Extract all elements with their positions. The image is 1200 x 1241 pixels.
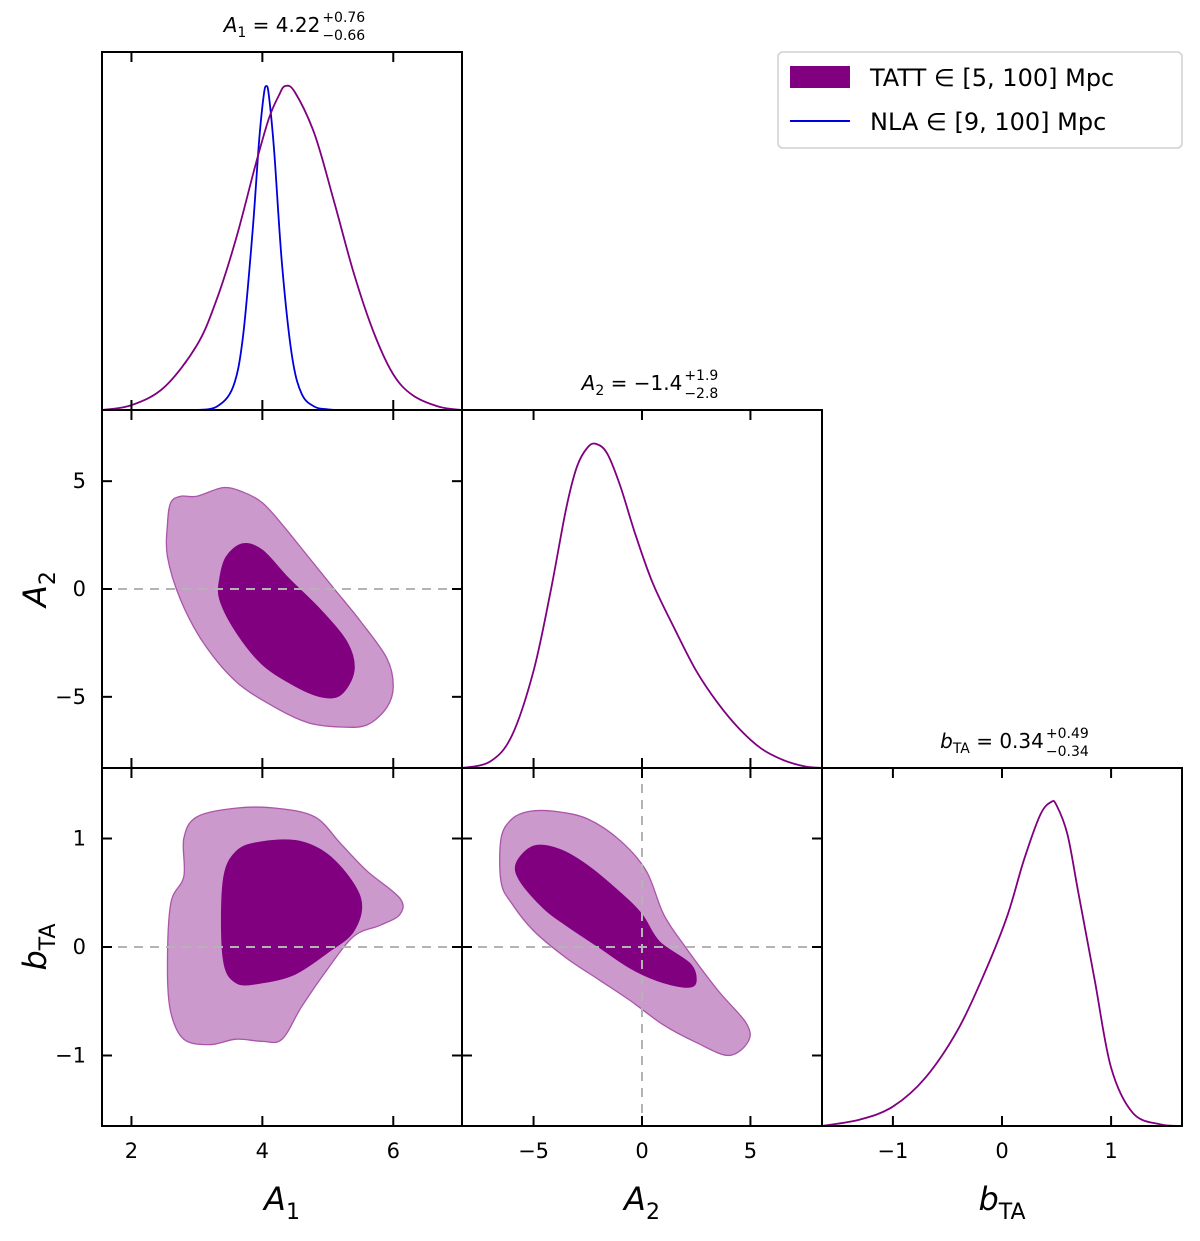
marginal-b_TA [822,800,1182,1126]
contour-68-A_2-b_TA [514,844,697,988]
title-lower-error: −2.8 [684,386,718,402]
marginal-A_1 [102,84,462,410]
y-tick-label-b_TA: 1 [73,827,86,851]
x-tick-label-A_1: 4 [256,1139,269,1163]
marginal-line-TATT-b_TA [822,800,1182,1126]
x-axis-label-b_TA: bTA [978,1180,1025,1225]
x-tick-label-b_TA: 1 [1104,1139,1117,1163]
x-tick-label-A_2: 5 [744,1139,757,1163]
x-tick-label-A_2: −5 [518,1139,549,1163]
marginal-title-b_TA: bTA = 0.34 [940,729,1044,757]
title-upper-error: +1.9 [684,368,718,384]
legend-swatch-TATT [790,66,850,88]
legend: TATT ∈ [5, 100] Mpc NLA ∈ [9, 100] Mpc [777,51,1183,149]
x-tick-label-A_2: 0 [635,1139,648,1163]
x-axis-label-A_2: A2 [622,1180,660,1225]
panel-frame [461,409,823,769]
y-axis-label-b_TA: bTA [16,923,61,970]
y-tick-label-A_2: 0 [73,577,86,601]
panel-A_1-A_2 [102,486,462,728]
marginal-A_2 [462,442,822,768]
y-tick-label-b_TA: −1 [55,1043,86,1067]
y-tick-label-A_2: −5 [55,685,86,709]
panel-A_1-b_TA [102,806,462,1046]
panel-frame [101,51,463,411]
title-upper-error: +0.76 [322,10,365,26]
contour-68-A_1-b_TA [220,839,363,986]
x-axis-label-A_1: A1 [262,1180,300,1225]
panel-frame [821,767,1183,1127]
marginal-line-TATT-A_1 [102,84,462,410]
x-tick-label-A_1: 2 [125,1139,138,1163]
title-upper-error: +0.49 [1046,726,1089,742]
y-tick-label-b_TA: 0 [73,935,86,959]
x-tick-label-A_1: 6 [387,1139,400,1163]
marginal-title-A_1: A1 = 4.22 [222,13,321,41]
contour-68-A_1-A_2 [217,542,355,699]
legend-label-NLA: NLA ∈ [9, 100] Mpc [870,108,1106,136]
y-axis-label-A_2: A2 [16,571,61,609]
marginal-line-TATT-A_2 [462,442,822,768]
title-lower-error: −0.66 [322,28,365,44]
legend-box [777,51,1183,149]
title-lower-error: −0.34 [1046,744,1089,760]
x-tick-label-b_TA: −1 [877,1139,908,1163]
y-tick-label-A_2: 5 [73,469,86,493]
marginal-title-A_2: A2 = −1.4 [580,371,683,399]
panel-A_2-b_TA [462,768,822,1126]
x-tick-label-b_TA: 0 [995,1139,1008,1163]
marginal-line-NLA-A_1 [196,85,341,410]
legend-label-TATT: TATT ∈ [5, 100] Mpc [869,64,1114,92]
